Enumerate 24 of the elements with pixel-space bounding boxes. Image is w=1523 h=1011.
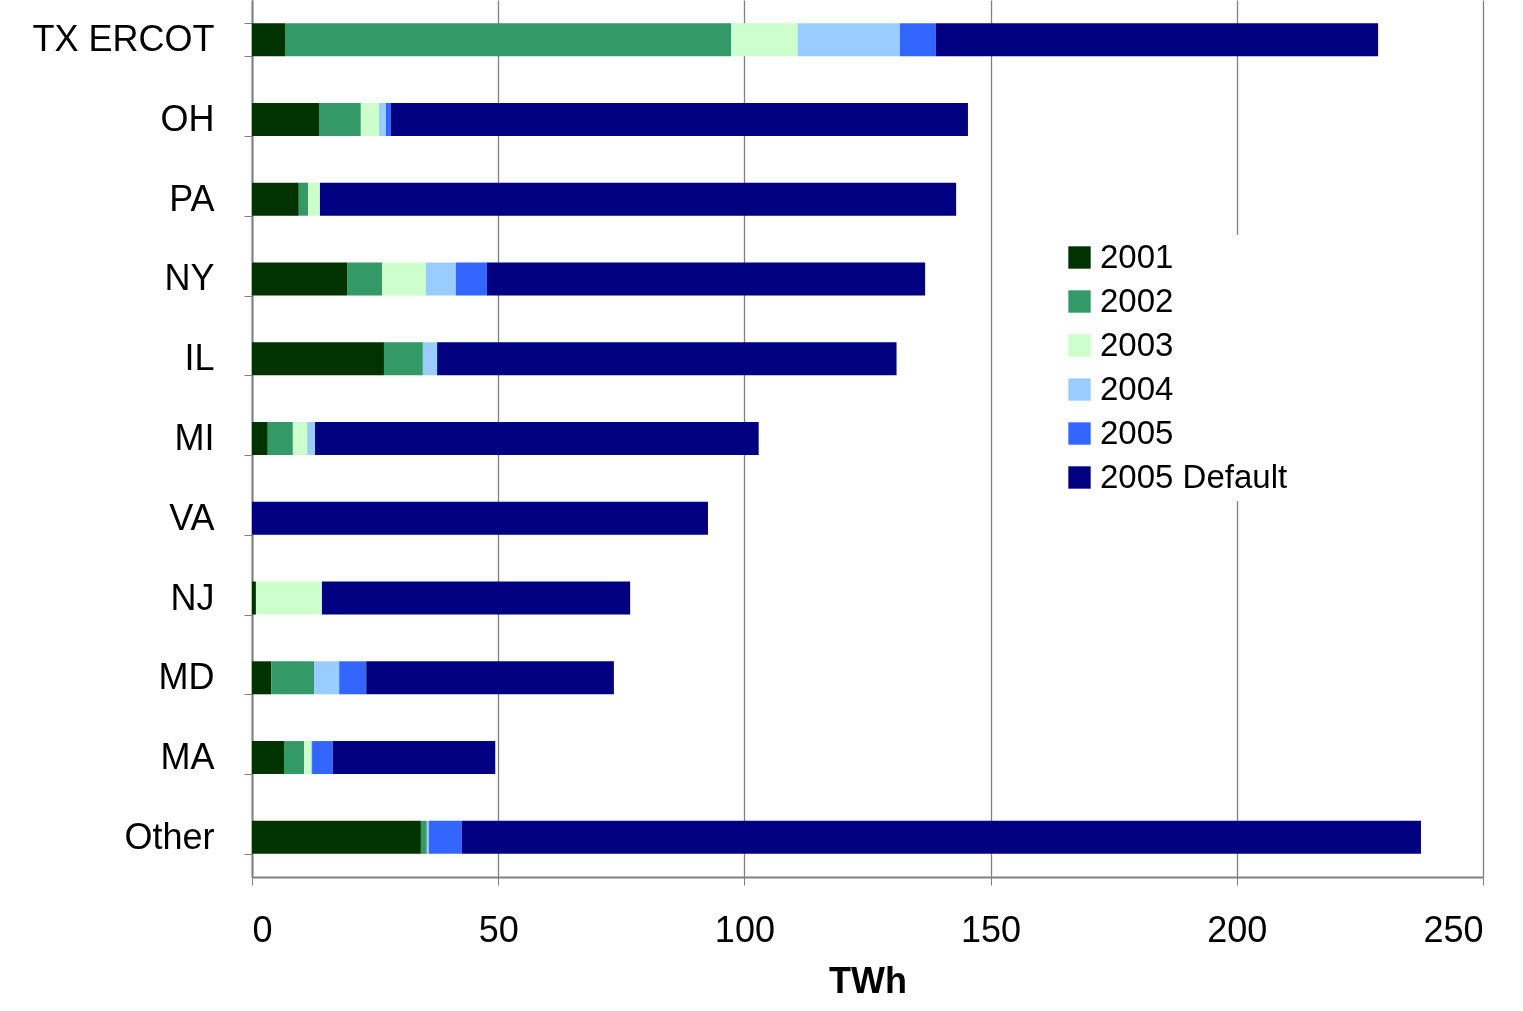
y-tick-label: MI bbox=[174, 417, 215, 458]
x-tick-label: 250 bbox=[1423, 908, 1484, 950]
x-tick-label: 200 bbox=[1207, 908, 1268, 950]
x-tick-label: 150 bbox=[961, 908, 1022, 950]
legend-label: 2002 bbox=[1100, 281, 1174, 319]
y-tick-label: VA bbox=[169, 496, 215, 538]
y-tick-label: PA bbox=[169, 177, 215, 219]
legend-label: 2004 bbox=[1100, 369, 1174, 407]
y-tick-label: Other bbox=[124, 815, 215, 857]
legend-label: 2005 Default bbox=[1100, 457, 1288, 495]
legend-label: 2001 bbox=[1100, 237, 1174, 275]
y-tick-label: OH bbox=[160, 97, 215, 139]
y-tick-label: NJ bbox=[170, 576, 215, 618]
y-tick-label: MA bbox=[160, 736, 215, 778]
y-tick-label: NY bbox=[164, 257, 215, 299]
x-tick-label: 0 bbox=[252, 908, 273, 950]
y-tick-label: MD bbox=[158, 656, 215, 698]
x-axis-title: TWh bbox=[829, 959, 907, 1001]
x-tick-label: 100 bbox=[714, 908, 775, 950]
y-tick-label: TX ERCOT bbox=[32, 18, 215, 60]
x-tick-label: 50 bbox=[478, 908, 519, 950]
y-tick-label: IL bbox=[184, 337, 215, 379]
legend-label: 2003 bbox=[1100, 325, 1174, 363]
legend-label: 2005 bbox=[1100, 413, 1174, 451]
